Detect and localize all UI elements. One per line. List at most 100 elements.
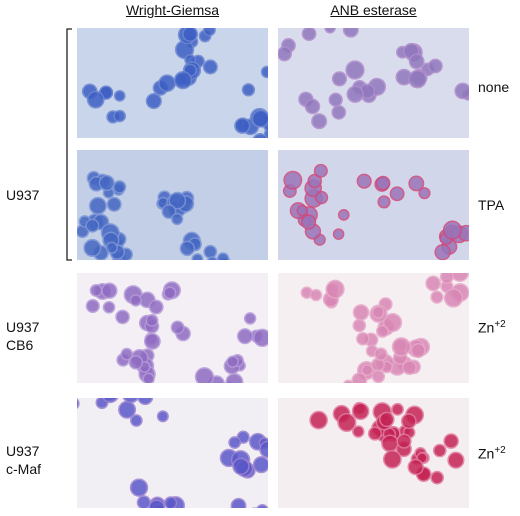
- cell: [304, 98, 321, 115]
- cell: [389, 186, 405, 202]
- micrograph-image: [77, 398, 268, 508]
- cell: [379, 411, 395, 428]
- cell: [256, 504, 268, 508]
- cell: [325, 279, 345, 299]
- micrograph-image: [278, 28, 469, 138]
- cell: [328, 92, 343, 107]
- cell: [85, 298, 100, 314]
- cell: [113, 109, 127, 123]
- cell: [300, 214, 317, 230]
- micrograph-image: [77, 28, 268, 138]
- cell: [106, 196, 122, 212]
- cell: [143, 332, 161, 350]
- cell: [206, 256, 218, 260]
- cell: [307, 173, 323, 189]
- cell: [343, 379, 354, 383]
- cell: [408, 69, 427, 89]
- cell: [352, 425, 365, 438]
- cell: [226, 355, 239, 368]
- cell: [230, 497, 247, 508]
- group-label-line: CB6: [6, 337, 34, 353]
- cell: [408, 53, 425, 70]
- cell: [407, 458, 424, 476]
- cell: [454, 82, 469, 100]
- cell: [112, 180, 127, 194]
- cell: [314, 190, 329, 205]
- cell: [278, 46, 292, 62]
- cell: [228, 436, 242, 449]
- cell: [173, 71, 193, 90]
- cell: [450, 273, 469, 282]
- cell: [443, 288, 464, 308]
- cell: [400, 413, 417, 430]
- cell: [148, 299, 164, 315]
- cell: [86, 90, 105, 109]
- cell: [170, 320, 185, 335]
- cell: [145, 313, 159, 327]
- cell: [296, 204, 309, 217]
- condition-text: Zn: [478, 445, 495, 462]
- micrograph-image: [278, 150, 469, 260]
- cell: [252, 133, 268, 138]
- cell: [194, 367, 215, 383]
- condition-label: TPA: [478, 196, 504, 214]
- cell: [443, 433, 459, 449]
- group-label: U937 CB6: [6, 318, 39, 354]
- cell: [427, 58, 443, 74]
- group-label-line: c-Maf: [6, 461, 41, 477]
- cell: [381, 434, 399, 453]
- cell: [361, 364, 374, 377]
- cell: [191, 253, 204, 260]
- cell: [113, 89, 126, 102]
- micrograph-image: [278, 273, 469, 383]
- cell: [102, 398, 119, 404]
- cell: [396, 433, 412, 449]
- cell: [346, 85, 364, 103]
- cell: [345, 60, 365, 80]
- condition-sup: +2: [494, 445, 506, 456]
- cell: [352, 318, 367, 333]
- cell: [371, 305, 385, 319]
- cell: [377, 195, 391, 209]
- cell: [337, 209, 350, 221]
- cell: [232, 457, 250, 476]
- cell: [332, 228, 345, 240]
- condition-text: none: [478, 79, 510, 95]
- micrograph: [77, 398, 268, 508]
- cell: [283, 170, 303, 190]
- cell: [439, 273, 454, 284]
- cell: [260, 65, 268, 79]
- cell: [105, 241, 118, 254]
- cell: [391, 402, 404, 416]
- micrograph: [278, 28, 469, 138]
- cell: [83, 238, 102, 257]
- cell: [122, 398, 140, 404]
- group-bracket: [66, 28, 72, 261]
- cell: [410, 343, 426, 359]
- cell: [352, 304, 370, 321]
- cell: [367, 426, 383, 441]
- cell: [137, 398, 154, 406]
- cell: [356, 173, 372, 189]
- micrograph-image: [77, 273, 268, 383]
- cell: [88, 196, 107, 215]
- condition-label: Zn+2: [478, 442, 506, 463]
- condition-text: TPA: [478, 197, 505, 213]
- cell: [89, 284, 103, 297]
- cell: [225, 372, 244, 383]
- group-label: U937: [6, 186, 39, 204]
- cell: [311, 113, 328, 130]
- cell: [324, 28, 336, 34]
- cell: [203, 244, 218, 259]
- cell: [142, 372, 155, 383]
- cell: [331, 71, 348, 87]
- cell: [425, 275, 442, 292]
- cell: [309, 410, 328, 430]
- cell: [402, 360, 417, 376]
- cell: [301, 28, 317, 42]
- cell: [136, 495, 152, 508]
- cell: [447, 451, 465, 469]
- cell: [243, 312, 257, 325]
- group-label: U937 c-Maf: [6, 442, 41, 478]
